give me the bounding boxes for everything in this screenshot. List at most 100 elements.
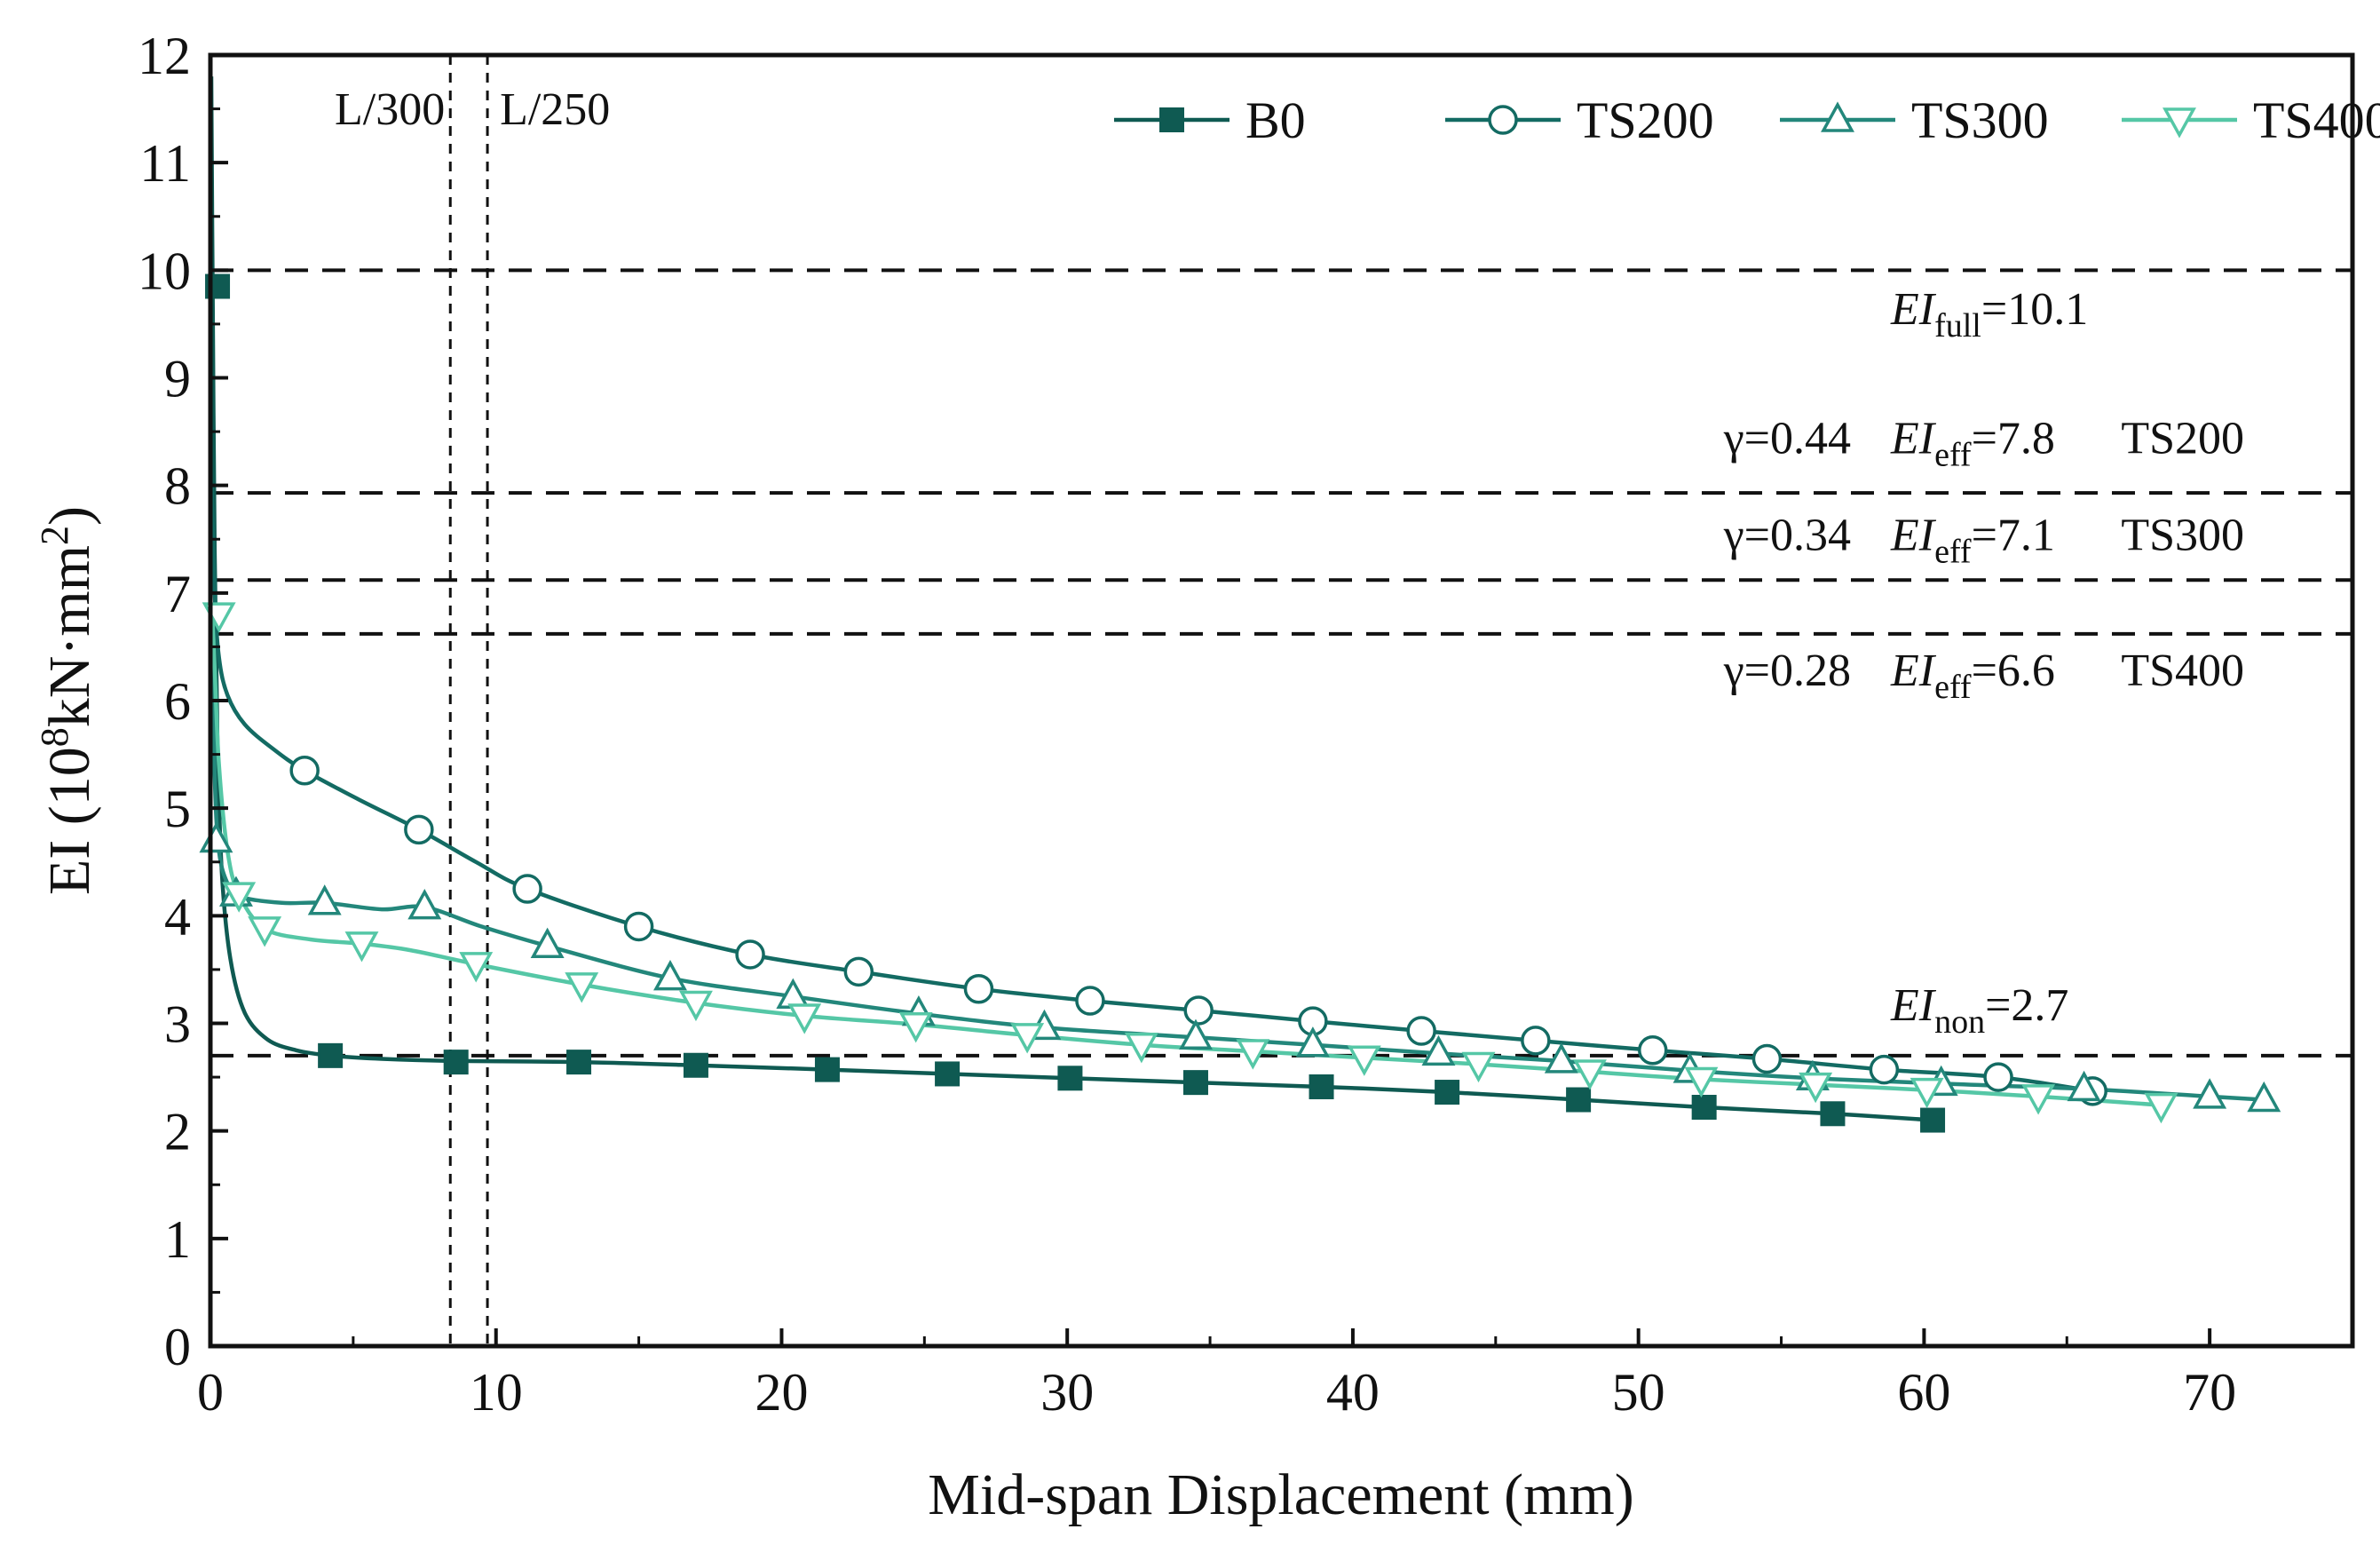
data-point-B0-9 (1309, 1074, 1334, 1099)
data-point-TS400-14 (1573, 1059, 1607, 1090)
data-point-TS400-1 (222, 882, 257, 913)
annotation-spec-ts200: TS200 (2121, 413, 2244, 464)
y-tick-label: 10 (138, 242, 191, 300)
data-point-TS300-5 (653, 959, 687, 991)
data-point-B0-1 (318, 1042, 344, 1068)
reference-lines: L/300 L/250 (210, 55, 2352, 1346)
data-point-TS200-13 (1751, 1043, 1783, 1074)
data-point-TS200-6 (963, 973, 994, 1004)
data-point-TS300-10 (1295, 1026, 1330, 1058)
x-tick-label: 20 (755, 1363, 808, 1422)
data-point-B0-8 (1182, 1070, 1208, 1096)
data-point-TS400-12 (1347, 1045, 1381, 1076)
x-tick-label: 60 (1897, 1363, 1950, 1422)
data-point-TS300-9 (1179, 1018, 1213, 1050)
annotation-ei-subscript: full (1934, 307, 1981, 345)
data-point-TS400-17 (1910, 1077, 1944, 1109)
annotation-ei-symbol: EI (1890, 980, 1937, 1031)
annotation-ei-value: =7.8 (1972, 413, 2055, 464)
data-point-TS400-6 (678, 990, 713, 1022)
data-point-B0-3 (566, 1050, 592, 1075)
x-tick-label: 10 (470, 1363, 523, 1422)
data-point-TS300-11 (1421, 1034, 1456, 1066)
legend-label-TS200: TS200 (1577, 91, 1714, 149)
legend: B0 TS200 TS300 TS400 (1114, 91, 2380, 149)
data-point-TS400-7 (787, 1003, 822, 1034)
data-point-B0-7 (1057, 1066, 1083, 1091)
annotation-ei-symbol: EI (1890, 646, 1937, 696)
data-point-TS400-15 (1684, 1066, 1719, 1098)
x-tick-label: 50 (1612, 1363, 1665, 1422)
data-point-TS200-11 (1521, 1026, 1551, 1056)
legend-marker-B0 (1159, 107, 1184, 132)
data-point-TS400-19 (2144, 1092, 2178, 1124)
data-point-B0-11 (1566, 1087, 1592, 1113)
data-point-TS200-1 (404, 814, 434, 845)
data-point-B0-5 (814, 1057, 840, 1082)
x-axis-title: Mid-span Displacement (mm) (928, 1462, 1633, 1527)
data-point-TS300-12 (1544, 1042, 1578, 1074)
vline-label-L300: L/300 (335, 84, 445, 135)
data-point-TS200-8 (1183, 995, 1214, 1026)
vline-label-L250: L/250 (500, 84, 610, 135)
annotation-gamma-ts300: γ=0.34 (1723, 510, 1851, 560)
legend-label-TS400: TS400 (2253, 91, 2380, 149)
data-point-TS200-12 (1638, 1035, 1668, 1066)
annotation-ei-subscript: eff (1934, 669, 1972, 706)
data-point-TS300-2 (307, 884, 342, 915)
data-point-B0-10 (1435, 1080, 1460, 1105)
data-point-TS200-7 (1075, 986, 1105, 1016)
y-tick-label: 6 (164, 672, 191, 731)
y-tick-label: 7 (164, 565, 191, 623)
legend-marker-TS200 (1488, 105, 1518, 135)
legend-marker-TS300 (1821, 101, 1854, 132)
y-tick-label: 12 (138, 27, 191, 85)
y-tick-label: 3 (164, 995, 191, 1054)
x-tick-label: 0 (197, 1363, 224, 1422)
data-point-TS400-10 (1124, 1032, 1158, 1064)
data-point-TS200-0 (289, 756, 320, 786)
annotation-ei-ts200: EIeff=7.8 (1890, 413, 2055, 473)
y-tick-label: 9 (164, 350, 191, 408)
y-axis-title-part: kN·mm (37, 545, 102, 727)
data-point-TS400-4 (459, 952, 494, 983)
y-axis-title: EI (108kN·mm2) (33, 506, 103, 895)
annotation-gamma-ts200: γ=0.44 (1723, 413, 1851, 464)
data-point-TS400-13 (1461, 1051, 1496, 1083)
data-point-TS300-4 (530, 927, 565, 959)
annotation-ei-subscript: non (1934, 1003, 1985, 1041)
y-axis-title-part: EI (10 (37, 747, 102, 895)
data-point-B0-12 (1691, 1095, 1717, 1121)
data-point-TS200-14 (1869, 1054, 1900, 1085)
y-tick-label: 0 (164, 1318, 191, 1376)
annotation-ei-value: =2.7 (1985, 980, 2068, 1031)
data-point-B0-4 (683, 1052, 708, 1078)
data-point-TS200-10 (1406, 1016, 1436, 1046)
annotation-gamma-ts400: γ=0.28 (1723, 646, 1851, 696)
x-tick-label: 30 (1040, 1363, 1094, 1422)
y-tick-label: 8 (164, 457, 191, 516)
legend-label-B0: B0 (1245, 91, 1306, 149)
annotation-ei-symbol: EI (1890, 413, 1937, 464)
annotation-ei-ts300: EIeff=7.1 (1890, 510, 2055, 570)
data-point-TS200-4 (735, 939, 765, 970)
annotation-ei-value: =10.1 (1981, 284, 2088, 335)
y-axis-title-sup: 2 (33, 526, 76, 545)
data-point-TS400-9 (1010, 1023, 1045, 1054)
annotation-ei-ei-non: EInon=2.7 (1890, 980, 2068, 1041)
data-point-TS200-3 (623, 911, 654, 942)
data-point-B0-14 (1920, 1107, 1946, 1133)
data-point-TS300-16 (2067, 1070, 2101, 1102)
y-tick-label: 5 (164, 780, 191, 838)
data-point-TS300-3 (407, 889, 442, 920)
y-tick-label: 11 (139, 134, 191, 193)
data-point-TS200-5 (843, 956, 874, 987)
y-tick-label: 1 (164, 1210, 191, 1269)
x-tick-label: 70 (2183, 1363, 2236, 1422)
data-point-B0-6 (935, 1061, 961, 1087)
annotation-ei-symbol: EI (1890, 510, 1937, 560)
